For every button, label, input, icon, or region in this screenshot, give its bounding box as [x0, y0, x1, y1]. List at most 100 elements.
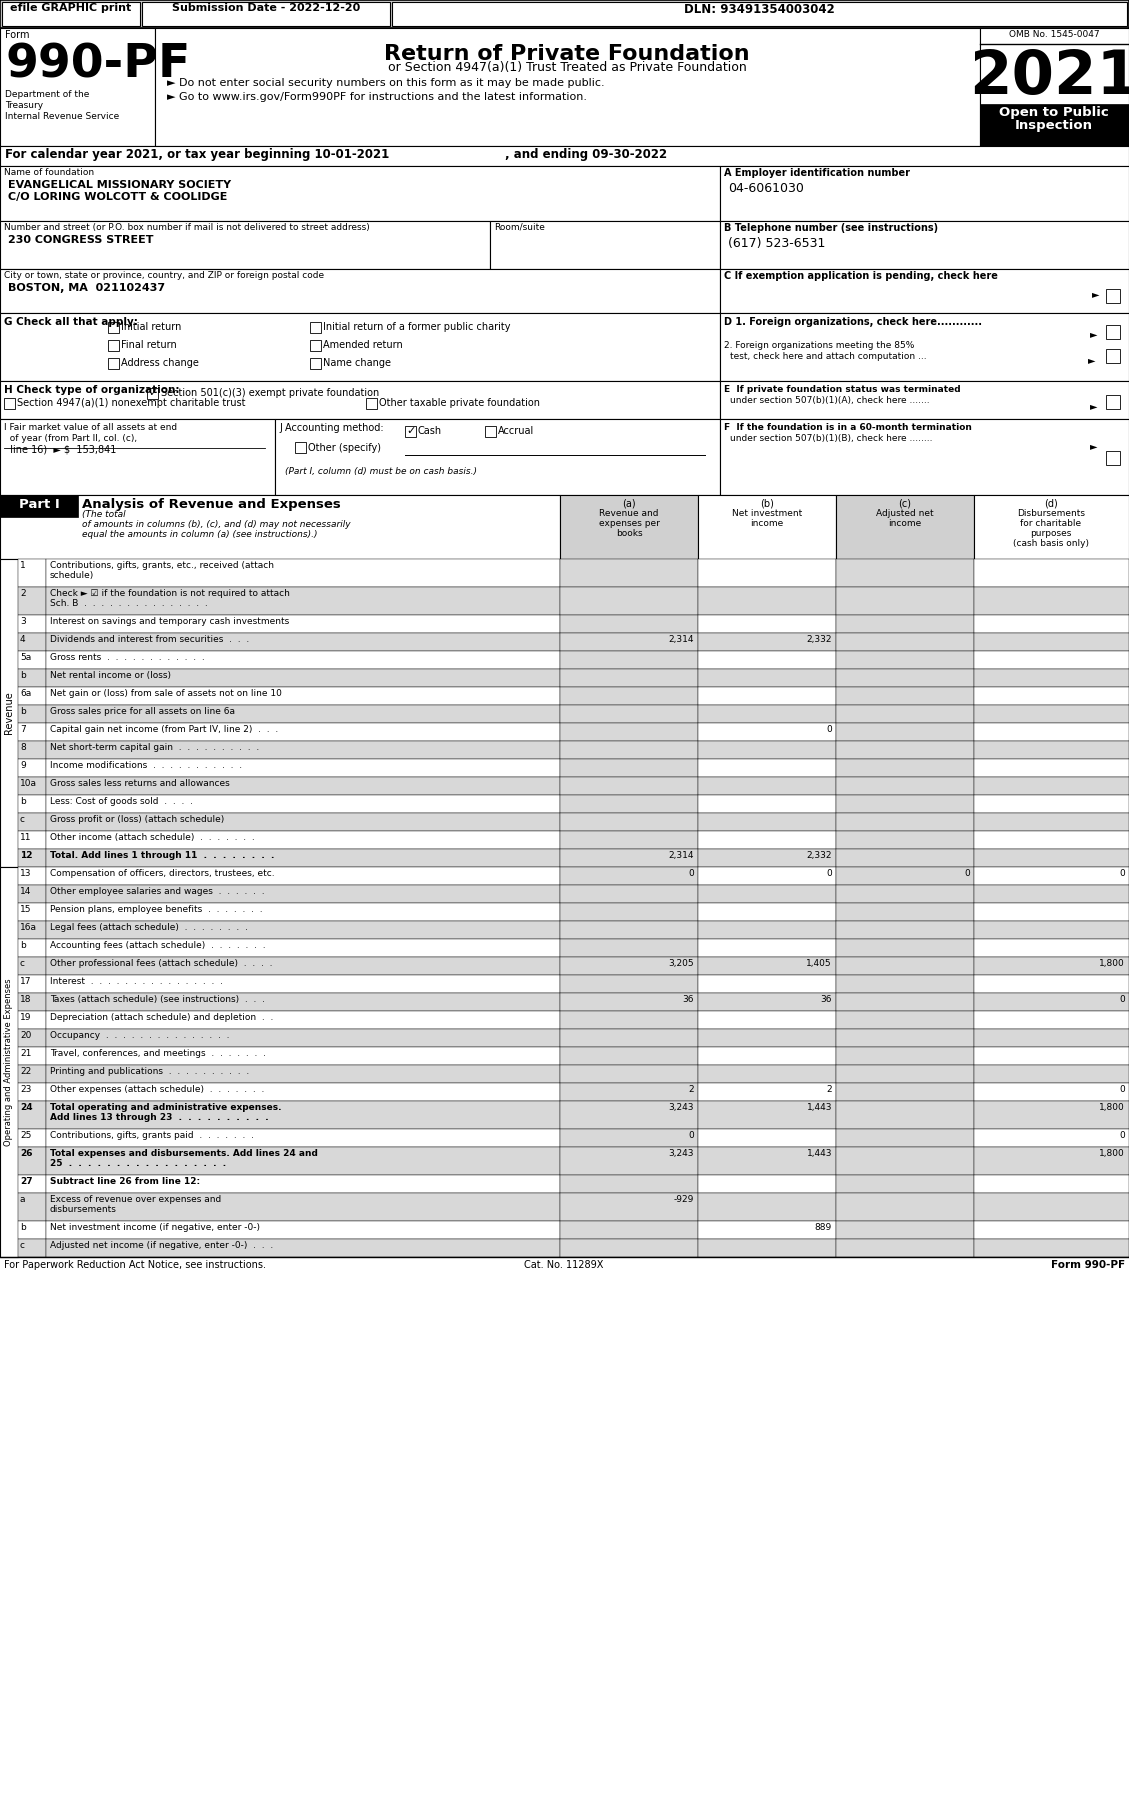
Bar [275, 419, 720, 494]
Text: 2: 2 [20, 590, 26, 599]
Bar [108, 340, 119, 351]
Bar [835, 1028, 974, 1046]
Bar [560, 1028, 698, 1046]
Bar [974, 813, 1129, 831]
Bar [18, 777, 46, 795]
Bar [18, 813, 46, 831]
Text: 8: 8 [20, 743, 26, 752]
Bar [835, 795, 974, 813]
Bar [835, 939, 974, 957]
Text: Net investment: Net investment [732, 509, 802, 518]
Text: Net rental income or (loss): Net rental income or (loss) [50, 671, 170, 680]
Bar [720, 165, 1129, 221]
Bar [46, 633, 560, 651]
Bar [835, 705, 974, 723]
Bar [974, 615, 1129, 633]
Bar [835, 903, 974, 921]
Bar [18, 1046, 46, 1064]
Bar [835, 867, 974, 885]
Bar [485, 426, 496, 437]
Bar [560, 687, 698, 705]
Text: 0: 0 [1119, 1084, 1124, 1093]
Bar [698, 939, 835, 957]
Text: Total expenses and disbursements. Add lines 24 and: Total expenses and disbursements. Add li… [50, 1149, 318, 1158]
Bar [720, 313, 1129, 381]
Text: Section 501(c)(3) exempt private foundation: Section 501(c)(3) exempt private foundat… [161, 388, 379, 397]
Text: Name change: Name change [323, 358, 391, 369]
Bar [698, 1147, 835, 1176]
Bar [310, 322, 321, 333]
Bar [835, 1010, 974, 1028]
Bar [155, 29, 980, 146]
Text: of year (from Part II, col. (c),: of year (from Part II, col. (c), [5, 433, 137, 442]
Text: D 1. Foreign organizations, check here............: D 1. Foreign organizations, check here..… [724, 316, 982, 327]
Text: Other taxable private foundation: Other taxable private foundation [379, 397, 540, 408]
Bar [698, 705, 835, 723]
Bar [18, 559, 46, 586]
Bar [980, 29, 1129, 146]
Text: 2,332: 2,332 [806, 635, 832, 644]
Bar [46, 1239, 560, 1257]
Bar [560, 957, 698, 975]
Bar [835, 586, 974, 615]
Bar [974, 903, 1129, 921]
Bar [46, 831, 560, 849]
Text: For Paperwork Reduction Act Notice, see instructions.: For Paperwork Reduction Act Notice, see … [5, 1260, 266, 1269]
Text: 1: 1 [20, 561, 26, 570]
Text: (c): (c) [899, 500, 911, 509]
Text: 36: 36 [683, 994, 694, 1003]
Bar [835, 1046, 974, 1064]
Text: 1,443: 1,443 [806, 1102, 832, 1111]
Bar [1106, 451, 1120, 466]
Bar [698, 586, 835, 615]
Text: income: income [889, 520, 921, 529]
Bar [720, 419, 1129, 494]
Text: Subtract line 26 from line 12:: Subtract line 26 from line 12: [50, 1178, 200, 1187]
Bar [46, 741, 560, 759]
Bar [974, 867, 1129, 885]
Text: under section 507(b)(1)(B), check here ........: under section 507(b)(1)(B), check here .… [730, 433, 933, 442]
Bar [295, 442, 306, 453]
Bar [18, 759, 46, 777]
Text: (a): (a) [622, 500, 636, 509]
Text: ►: ► [1089, 329, 1097, 340]
Text: Net investment income (if negative, enter -0-): Net investment income (if negative, ente… [50, 1223, 260, 1232]
Text: ✓: ✓ [406, 426, 415, 435]
Text: of amounts in columns (b), (c), and (d) may not necessarily: of amounts in columns (b), (c), and (d) … [82, 520, 351, 529]
Bar [974, 586, 1129, 615]
Bar [560, 849, 698, 867]
Bar [974, 741, 1129, 759]
Bar [366, 397, 377, 408]
Text: J Accounting method:: J Accounting method: [279, 423, 384, 433]
Text: 11: 11 [20, 832, 32, 841]
Text: 230 CONGRESS STREET: 230 CONGRESS STREET [8, 236, 154, 245]
Bar [974, 669, 1129, 687]
Bar [108, 358, 119, 369]
Bar [0, 313, 720, 381]
Bar [698, 1239, 835, 1257]
Text: Other employee salaries and wages  .  .  .  .  .  .: Other employee salaries and wages . . . … [50, 886, 264, 895]
Bar [392, 2, 1127, 25]
Bar [698, 975, 835, 992]
Text: C If exemption application is pending, check here: C If exemption application is pending, c… [724, 271, 998, 280]
Bar [698, 1194, 835, 1221]
Bar [560, 992, 698, 1010]
Text: I Fair market value of all assets at end: I Fair market value of all assets at end [5, 423, 177, 432]
Bar [46, 1176, 560, 1194]
Text: Department of the: Department of the [5, 90, 89, 99]
Text: OMB No. 1545-0047: OMB No. 1545-0047 [1008, 31, 1100, 40]
Bar [18, 1147, 46, 1176]
Bar [560, 759, 698, 777]
Bar [974, 1010, 1129, 1028]
Bar [835, 633, 974, 651]
Text: ✓: ✓ [148, 388, 157, 397]
Bar [835, 1176, 974, 1194]
Bar [974, 1129, 1129, 1147]
Text: 12: 12 [20, 850, 33, 859]
Text: Operating and Administrative Expenses: Operating and Administrative Expenses [5, 978, 14, 1145]
Text: Room/suite: Room/suite [495, 223, 545, 232]
Text: Gross sales less returns and allowances: Gross sales less returns and allowances [50, 779, 229, 788]
Bar [46, 992, 560, 1010]
Bar [698, 1082, 835, 1100]
Text: 14: 14 [20, 886, 32, 895]
